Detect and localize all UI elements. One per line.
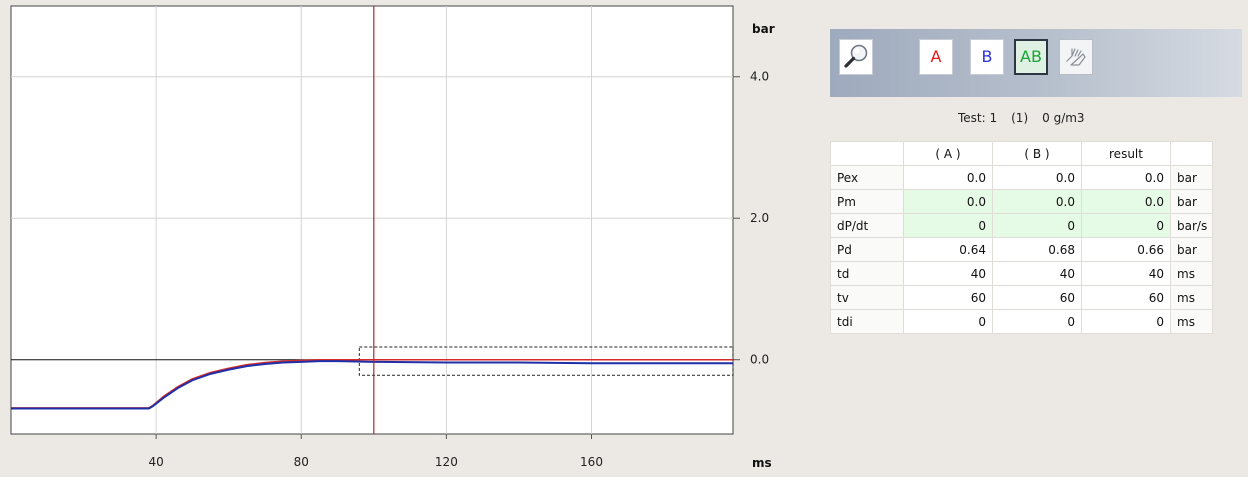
row-pd: Pd 0.64 0.68 0.66 bar <box>830 237 1213 262</box>
row-label: tv <box>830 285 904 310</box>
row-unit: bar/s <box>1170 213 1213 238</box>
header-label <box>830 141 904 166</box>
row-dpdt: dP/dt 0 0 0 bar/s <box>830 213 1213 238</box>
test-concentration: 0 g/m3 <box>1042 111 1085 125</box>
x-tick-label: 120 <box>435 455 458 469</box>
value-a: 0 <box>903 213 993 238</box>
toolbar: A B AB <box>830 29 1242 97</box>
value-a: 0 <box>903 309 993 334</box>
plot-area[interactable] <box>10 5 734 435</box>
row-label: dP/dt <box>830 213 904 238</box>
value-a: 40 <box>903 261 993 286</box>
value-b: 0 <box>992 213 1082 238</box>
row-tv: tv 60 60 60 ms <box>830 285 1213 310</box>
row-pex: Pex 0.0 0.0 0.0 bar <box>830 165 1213 190</box>
results-header-row: ( A ) ( B ) result <box>830 141 1213 166</box>
series-a-line <box>11 358 733 409</box>
value-a: 0.64 <box>903 237 993 262</box>
y-tick-label: 2.0 <box>750 211 769 225</box>
y-tick-label: 4.0 <box>750 70 769 84</box>
row-label: td <box>830 261 904 286</box>
x-axis-unit: ms <box>752 456 772 470</box>
value-result: 0 <box>1081 213 1171 238</box>
channel-b-button[interactable]: B <box>970 39 1004 75</box>
value-b: 0 <box>992 309 1082 334</box>
zoom-box[interactable] <box>358 346 734 376</box>
value-b: 0.0 <box>992 189 1082 214</box>
x-tick-label: 80 <box>294 455 309 469</box>
value-a: 0.0 <box>903 165 993 190</box>
row-tdi: tdi 0 0 0 ms <box>830 309 1213 334</box>
zoom-button[interactable] <box>839 39 873 75</box>
row-unit: ms <box>1170 261 1213 286</box>
row-pm: Pm 0.0 0.0 0.0 bar <box>830 189 1213 214</box>
channel-a-button[interactable]: A <box>919 39 953 75</box>
value-result: 60 <box>1081 285 1171 310</box>
value-a: 0.0 <box>903 189 993 214</box>
row-unit: bar <box>1170 165 1213 190</box>
series-b-line <box>11 360 733 410</box>
row-unit: bar <box>1170 237 1213 262</box>
row-td: td 40 40 40 ms <box>830 261 1213 286</box>
results-table: ( A ) ( B ) result Pex 0.0 0.0 0.0 bar P… <box>830 141 1213 334</box>
row-label: Pm <box>830 189 904 214</box>
y-tick-label: 0.0 <box>750 353 769 367</box>
value-result: 0.66 <box>1081 237 1171 262</box>
header-a: ( A ) <box>903 141 993 166</box>
header-unit <box>1170 141 1213 166</box>
value-b: 40 <box>992 261 1082 286</box>
value-result: 40 <box>1081 261 1171 286</box>
hand-icon <box>1066 48 1086 66</box>
channel-ab-button[interactable]: AB <box>1014 39 1048 75</box>
test-number: Test: 1 <box>958 111 998 125</box>
value-result: 0 <box>1081 309 1171 334</box>
value-result: 0.0 <box>1081 165 1171 190</box>
chart-svg[interactable]: 40 80 120 160 0.0 2.0 4.0 <box>0 0 790 477</box>
test-index: (1) <box>1011 111 1029 125</box>
value-b: 60 <box>992 285 1082 310</box>
value-a: 60 <box>903 285 993 310</box>
x-tick-label: 160 <box>580 455 603 469</box>
header-b: ( B ) <box>992 141 1082 166</box>
header-result: result <box>1081 141 1171 166</box>
x-tick-label: 40 <box>148 455 163 469</box>
row-label: Pex <box>830 165 904 190</box>
row-label: Pd <box>830 237 904 262</box>
row-label: tdi <box>830 309 904 334</box>
value-result: 0.0 <box>1081 189 1171 214</box>
row-unit: ms <box>1170 285 1213 310</box>
pan-button[interactable] <box>1059 39 1093 75</box>
value-b: 0.0 <box>992 165 1082 190</box>
value-b: 0.68 <box>992 237 1082 262</box>
row-unit: bar <box>1170 189 1213 214</box>
test-info: Test: 1 (1) 0 g/m3 <box>958 111 1099 125</box>
magnifier-icon <box>844 44 868 68</box>
row-unit: ms <box>1170 309 1213 334</box>
y-axis-unit: bar <box>752 22 775 36</box>
pressure-chart[interactable]: 40 80 120 160 0.0 2.0 4.0 bar ms <box>0 0 790 477</box>
